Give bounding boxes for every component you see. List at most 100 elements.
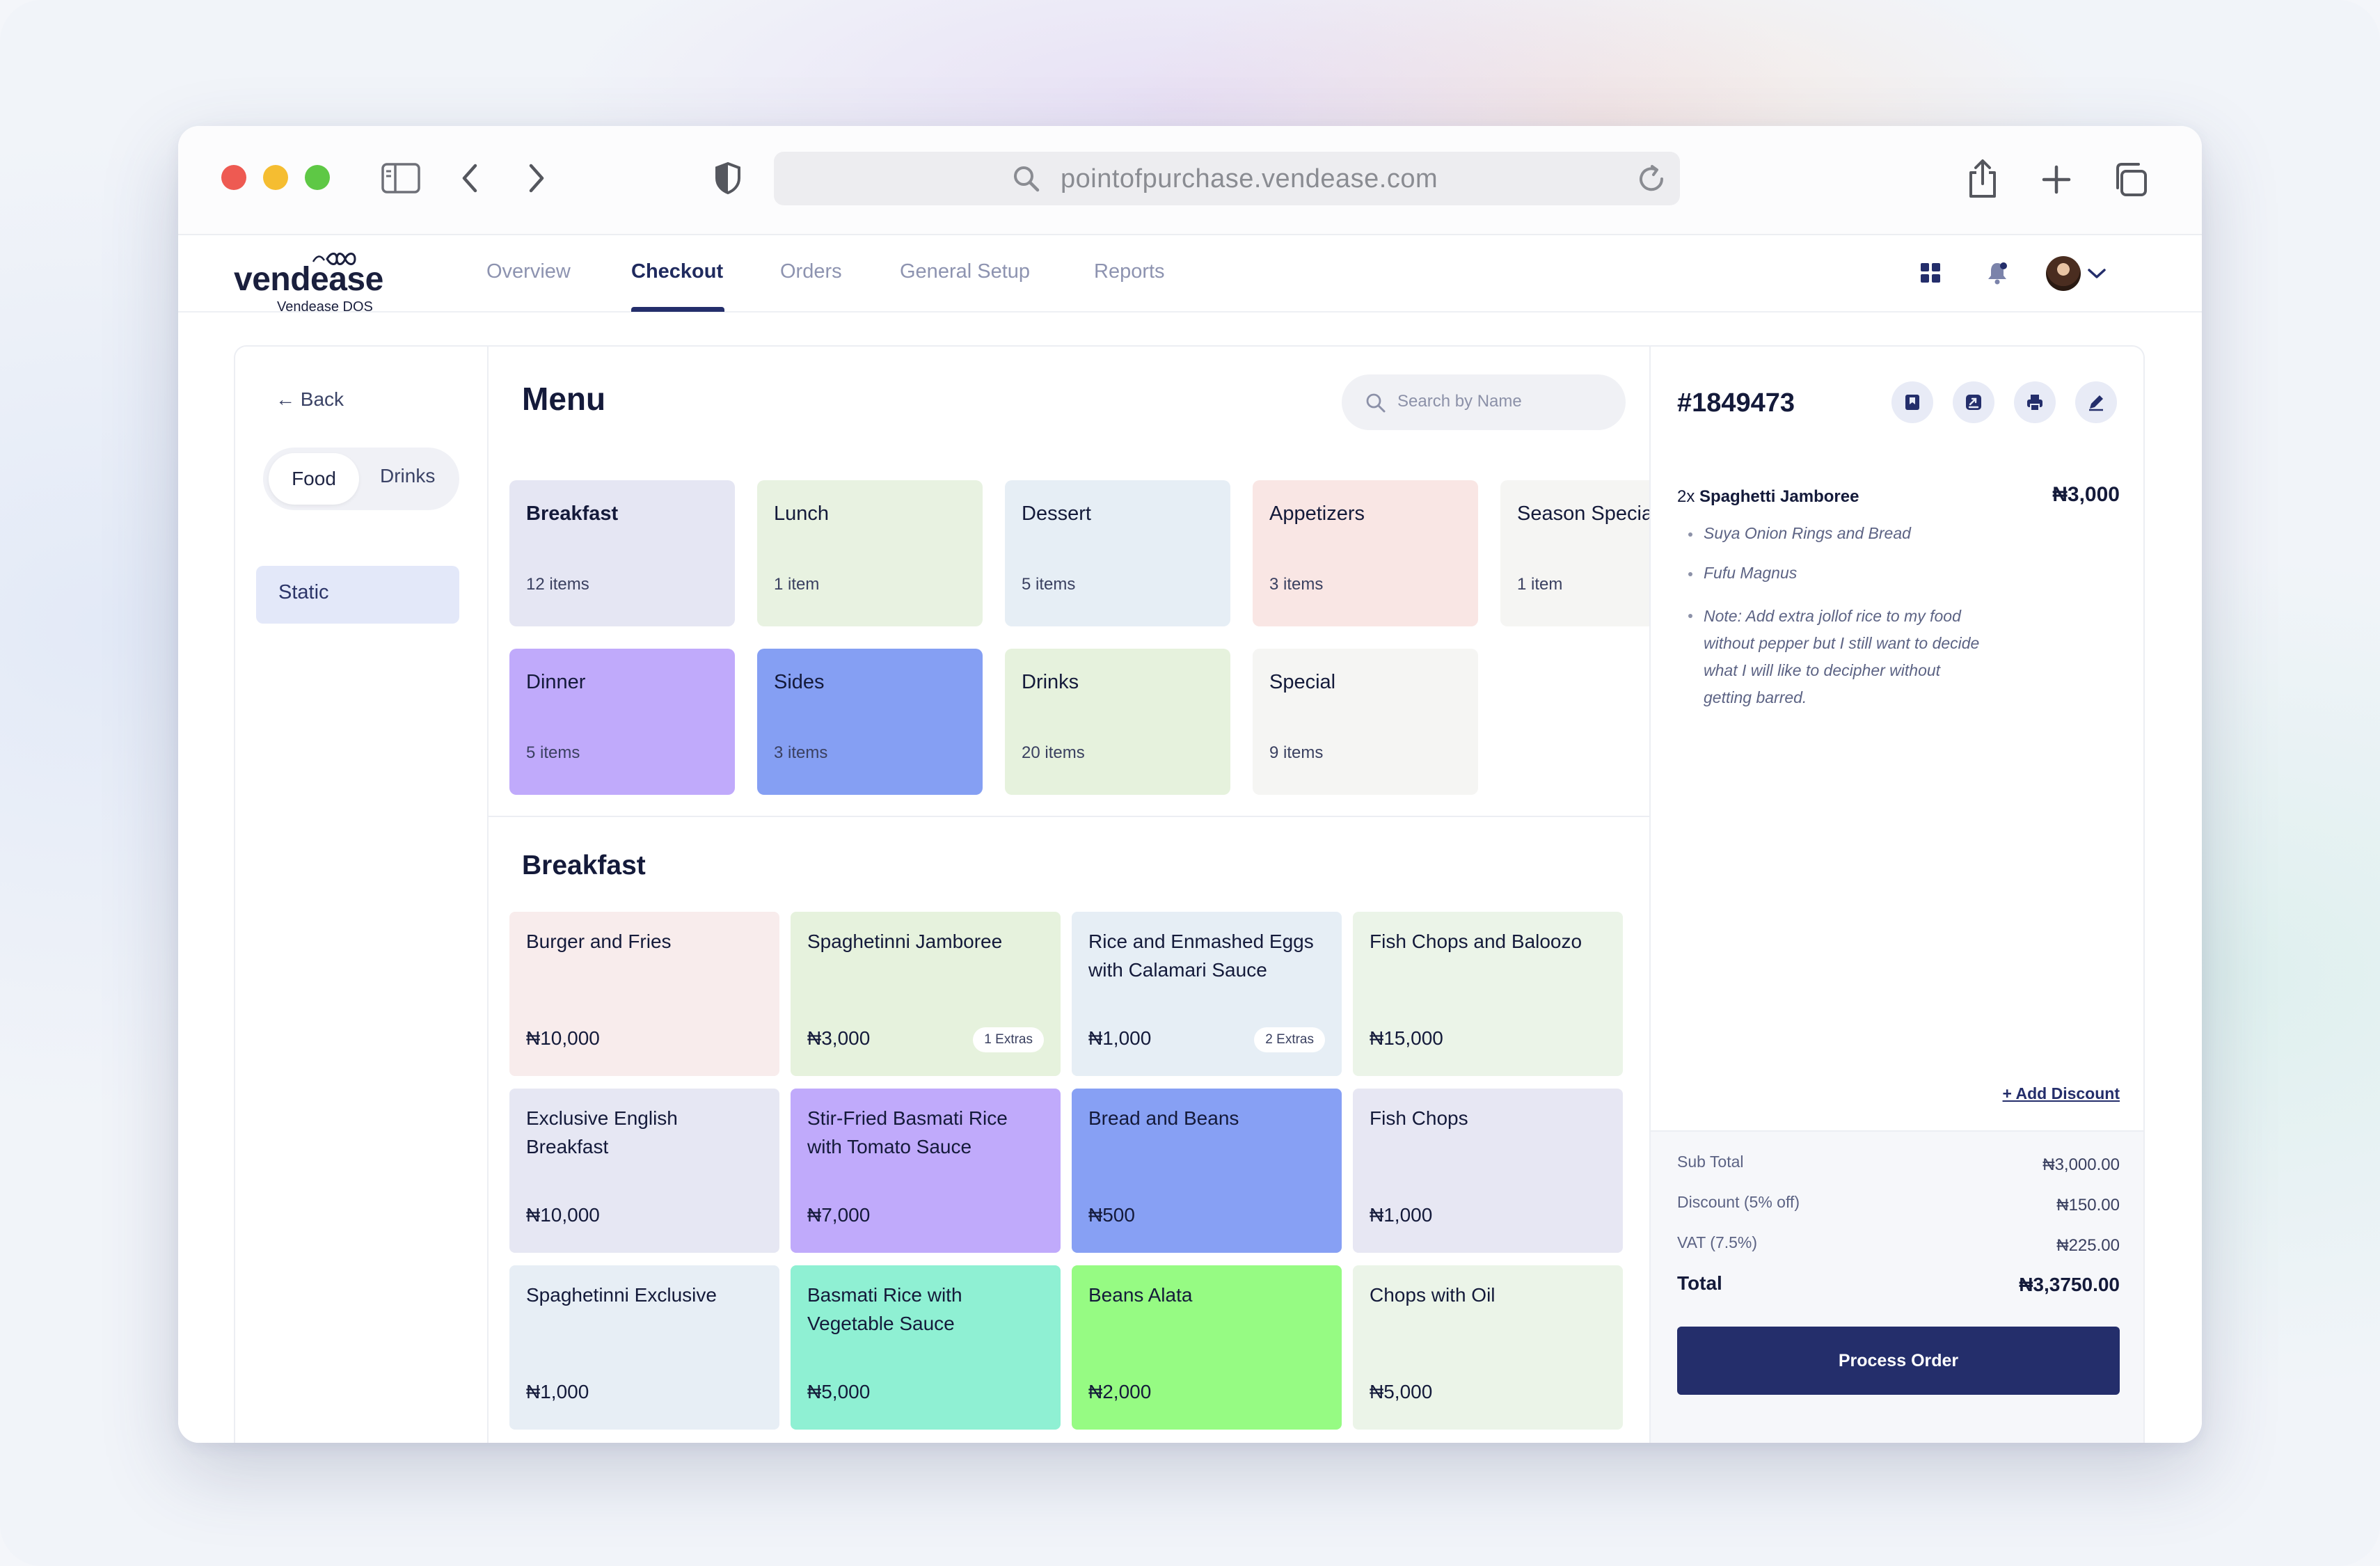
category-count: 5 items bbox=[1022, 575, 1076, 594]
category-tile[interactable]: Appetizers 3 items bbox=[1253, 480, 1478, 626]
edit-icon[interactable] bbox=[2075, 381, 2117, 423]
arrow-left-icon: ← bbox=[276, 388, 301, 410]
category-name: Appetizers bbox=[1269, 503, 1365, 525]
menu-item-card[interactable]: Rice and Enmashed Eggs with Calamari Sau… bbox=[1072, 912, 1342, 1076]
search-placeholder: Search by Name bbox=[1397, 392, 1522, 411]
food-drinks-toggle: Food Drinks bbox=[263, 448, 459, 510]
menu-item-card[interactable]: Basmati Rice with Vegetable Sauce ₦5,000 bbox=[791, 1265, 1061, 1430]
share-icon[interactable] bbox=[1953, 381, 1994, 423]
menu-item-name: Spaghetinni Jamboree bbox=[807, 931, 1003, 952]
menu-item-price: ₦3,000 bbox=[807, 1027, 871, 1049]
order-note-text: Note: Add extra jollof rice to my food w… bbox=[1704, 607, 1980, 706]
toggle-food[interactable]: Food bbox=[269, 453, 359, 505]
category-tile[interactable]: Sides 3 items bbox=[757, 649, 983, 795]
category-tile[interactable]: Dessert 5 items bbox=[1005, 480, 1230, 626]
menu-item-card[interactable]: Stir-Fried Basmati Rice with Tomato Sauc… bbox=[791, 1089, 1061, 1253]
totals-section: Sub Total ₦3,000.00 Discount (5% off) ₦1… bbox=[1651, 1130, 2143, 1443]
nav-reports[interactable]: Reports bbox=[1094, 260, 1165, 283]
chevron-down-icon[interactable] bbox=[2086, 263, 2107, 284]
search-icon bbox=[1366, 393, 1386, 413]
back-nav-icon[interactable] bbox=[457, 162, 484, 194]
section-title: Breakfast bbox=[522, 851, 646, 880]
category-tile[interactable]: Season Specials 1 item bbox=[1500, 480, 1649, 626]
nav-overview[interactable]: Overview bbox=[486, 260, 571, 283]
menu-title: Menu bbox=[522, 381, 606, 417]
nav-general-setup[interactable]: General Setup bbox=[900, 260, 1031, 283]
process-order-button[interactable]: Process Order bbox=[1677, 1327, 2120, 1395]
menu-item-card[interactable]: Bread and Beans ₦500 bbox=[1072, 1089, 1342, 1253]
menu-item-name: Fish Chops and Baloozo bbox=[1370, 931, 1582, 952]
tabs-overview-icon[interactable] bbox=[2111, 161, 2149, 198]
category-count: 3 items bbox=[774, 743, 828, 762]
category-tile[interactable]: Lunch 1 item bbox=[757, 480, 983, 626]
toggle-drinks[interactable]: Drinks bbox=[380, 465, 436, 487]
order-subitem-text: Suya Onion Rings and Bread bbox=[1704, 524, 1911, 542]
order-line-name: Spaghetti Jamboree bbox=[1699, 487, 1859, 506]
menu-item-price: ₦1,000 bbox=[1088, 1027, 1152, 1049]
new-tab-icon[interactable] bbox=[2040, 164, 2072, 196]
active-tab-indicator bbox=[631, 307, 724, 312]
category-tile[interactable]: Drinks 20 items bbox=[1005, 649, 1230, 795]
close-window-button[interactable] bbox=[221, 165, 246, 190]
category-count: 1 item bbox=[774, 575, 820, 594]
forward-nav-icon[interactable] bbox=[522, 162, 550, 194]
category-name: Season Specials bbox=[1517, 503, 1649, 525]
category-name: Lunch bbox=[774, 503, 830, 525]
category-tile[interactable]: Dinner 5 items bbox=[509, 649, 735, 795]
bookmark-icon[interactable] bbox=[1891, 381, 1933, 423]
menu-item-card[interactable]: Fish Chops and Baloozo ₦15,000 bbox=[1353, 912, 1623, 1076]
order-line[interactable]: 2x Spaghetti Jamboree bbox=[1677, 487, 1859, 507]
total-label: Total bbox=[1677, 1272, 1722, 1294]
add-discount-link[interactable]: + Add Discount bbox=[2002, 1084, 2120, 1102]
browser-toolbar: pointofpurchase.vendease.com bbox=[178, 126, 2202, 235]
menu-item-name: Chops with Oil bbox=[1370, 1284, 1496, 1306]
category-name: Dinner bbox=[526, 671, 586, 693]
menu-item-card[interactable]: Fish Chops ₦1,000 bbox=[1353, 1089, 1623, 1253]
sidebar-toggle-icon[interactable] bbox=[381, 162, 420, 194]
grid-icon[interactable] bbox=[1918, 260, 1943, 285]
nav-orders[interactable]: Orders bbox=[780, 260, 842, 283]
menu-item-name: Rice and Enmashed Eggs with Calamari Sau… bbox=[1088, 931, 1314, 981]
sidebar-item-static[interactable]: Static bbox=[256, 566, 459, 624]
avatar[interactable] bbox=[2046, 256, 2081, 291]
menu-item-card[interactable]: Exclusive English Breakfast ₦10,000 bbox=[509, 1089, 779, 1253]
subtotal-label: Sub Total bbox=[1677, 1153, 1744, 1171]
order-subitem-text: Fufu Magnus bbox=[1704, 564, 1798, 582]
search-icon bbox=[1010, 163, 1042, 195]
browser-window: pointofpurchase.vendease.com vendease Ve… bbox=[178, 126, 2202, 1443]
menu-item-card[interactable]: Burger and Fries ₦10,000 bbox=[509, 912, 779, 1076]
nav-checkout[interactable]: Checkout bbox=[631, 260, 724, 283]
menu-item-price: ₦7,000 bbox=[807, 1204, 871, 1226]
menu-item-card[interactable]: Chops with Oil ₦5,000 bbox=[1353, 1265, 1623, 1430]
category-count: 20 items bbox=[1022, 743, 1085, 762]
order-summary: #1849473 2x Spaghetti Jamboree ₦3,000 Su… bbox=[1651, 347, 2143, 1443]
category-tile[interactable]: Special 9 items bbox=[1253, 649, 1478, 795]
address-bar[interactable]: pointofpurchase.vendease.com bbox=[774, 152, 1680, 205]
bullet-icon bbox=[1688, 532, 1692, 537]
menu-item-card[interactable]: Spaghetinni Jamboree ₦3,000 1 Extras bbox=[791, 912, 1061, 1076]
logo-infinity-icon bbox=[312, 253, 356, 265]
shield-icon[interactable] bbox=[713, 161, 743, 196]
minimize-window-button[interactable] bbox=[263, 165, 288, 190]
zoom-window-button[interactable] bbox=[305, 165, 330, 190]
share-page-icon[interactable] bbox=[1964, 158, 2001, 200]
reload-icon[interactable] bbox=[1634, 161, 1669, 196]
extras-badge: 2 Extras bbox=[1254, 1027, 1325, 1052]
category-count: 12 items bbox=[526, 575, 589, 594]
logo-wordmark: vendease bbox=[234, 261, 383, 298]
url-text: pointofpurchase.vendease.com bbox=[1061, 164, 1438, 193]
back-link[interactable]: ← Back bbox=[276, 388, 344, 411]
menu-item-price: ₦5,000 bbox=[1370, 1381, 1433, 1402]
search-input[interactable]: Search by Name bbox=[1342, 374, 1626, 430]
category-count: 3 items bbox=[1269, 575, 1324, 594]
print-icon[interactable] bbox=[2014, 381, 2056, 423]
order-subitem: Fufu Magnus bbox=[1688, 564, 1797, 583]
order-id: #1849473 bbox=[1677, 388, 1795, 418]
bullet-icon bbox=[1688, 571, 1692, 576]
menu-item-name: Stir-Fried Basmati Rice with Tomato Sauc… bbox=[807, 1107, 1008, 1157]
menu-item-card[interactable]: Spaghetinni Exclusive ₦1,000 bbox=[509, 1265, 779, 1430]
menu-item-card[interactable]: Beans Alata ₦2,000 bbox=[1072, 1265, 1342, 1430]
bell-icon[interactable] bbox=[1983, 259, 2011, 287]
menu-item-price: ₦15,000 bbox=[1370, 1027, 1443, 1049]
category-tile[interactable]: Breakfast 12 items bbox=[509, 480, 735, 626]
